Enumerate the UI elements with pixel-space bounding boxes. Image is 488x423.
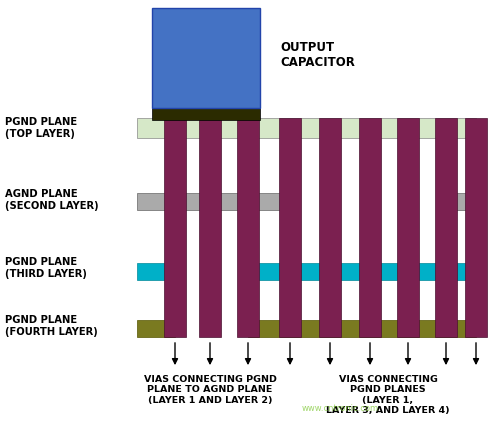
Text: PGND PLANE
(TOP LAYER): PGND PLANE (TOP LAYER) <box>5 117 77 139</box>
Text: PGND PLANE
(THIRD LAYER): PGND PLANE (THIRD LAYER) <box>5 257 87 279</box>
Bar <box>318 118 340 337</box>
Text: VIAS CONNECTING
PGND PLANES
(LAYER 1,
LAYER 3, AND LAYER 4): VIAS CONNECTING PGND PLANES (LAYER 1, LA… <box>325 375 449 415</box>
Bar <box>152 8 260 108</box>
Bar <box>464 118 486 337</box>
Bar <box>445 193 475 210</box>
Bar <box>137 263 175 280</box>
Bar <box>237 118 259 337</box>
Bar <box>279 118 301 337</box>
Bar <box>137 118 475 138</box>
Bar <box>137 320 175 337</box>
Text: www.cntronic.com: www.cntronic.com <box>301 404 378 413</box>
Bar <box>396 118 418 337</box>
Bar <box>434 118 456 337</box>
Text: OUTPUT
CAPACITOR: OUTPUT CAPACITOR <box>280 41 354 69</box>
Bar <box>247 320 475 337</box>
Bar <box>137 193 289 210</box>
Bar <box>358 118 380 337</box>
Bar <box>163 118 185 337</box>
Bar <box>152 105 260 120</box>
Text: VIAS CONNECTING PGND
PLANE TO AGND PLANE
(LAYER 1 AND LAYER 2): VIAS CONNECTING PGND PLANE TO AGND PLANE… <box>143 375 276 405</box>
Bar <box>199 118 221 337</box>
Text: AGND PLANE
(SECOND LAYER): AGND PLANE (SECOND LAYER) <box>5 189 99 211</box>
Text: PGND PLANE
(FOURTH LAYER): PGND PLANE (FOURTH LAYER) <box>5 315 98 337</box>
Bar <box>247 263 475 280</box>
